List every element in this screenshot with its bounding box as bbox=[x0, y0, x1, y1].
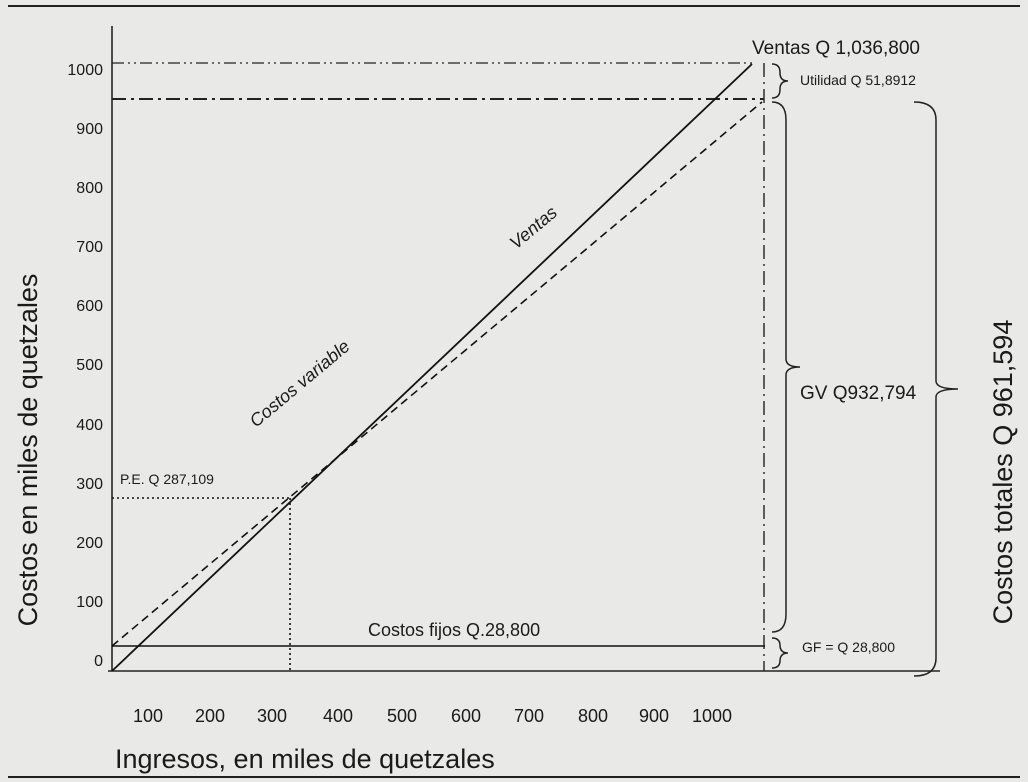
x-tick-label: 1000 bbox=[692, 706, 732, 726]
brace-annotations bbox=[771, 63, 959, 677]
costos-totales-brace bbox=[913, 101, 959, 677]
y-tick-label: 200 bbox=[76, 535, 103, 552]
costos-variables-line bbox=[111, 101, 763, 647]
y-tick-label: 800 bbox=[76, 180, 103, 197]
y-tick-label: 300 bbox=[76, 476, 103, 493]
utilidad-brace bbox=[771, 63, 789, 99]
x-tick-label: 300 bbox=[257, 706, 287, 726]
y-tick-labels: 0 100 200 300 400 500 600 700 800 900 1000 bbox=[67, 62, 103, 670]
x-tick-label: 800 bbox=[578, 706, 608, 726]
gf-brace bbox=[771, 637, 789, 669]
gv-brace bbox=[771, 101, 801, 633]
x-tick-label: 400 bbox=[323, 706, 353, 726]
x-tick-label: 900 bbox=[639, 706, 669, 726]
y-tick-label: 600 bbox=[76, 298, 103, 315]
y-tick-label: 400 bbox=[76, 417, 103, 434]
gv-annotation: GV Q932,794 bbox=[800, 383, 917, 404]
ventas-line-label: Ventas bbox=[506, 202, 561, 253]
gf-annotation: GF = Q 28,800 bbox=[802, 639, 895, 655]
x-axis-title: Ingresos, en miles de quetzales bbox=[115, 744, 495, 774]
y-tick-label: 700 bbox=[76, 239, 103, 256]
costos-fijos-label: Costos fijos Q.28,800 bbox=[368, 620, 540, 640]
costos-variables-line-label: Costos variable bbox=[246, 336, 354, 431]
y-tick-label: 500 bbox=[76, 357, 103, 374]
utilidad-annotation: Utilidad Q 51,8912 bbox=[800, 72, 916, 88]
y-tick-label: 900 bbox=[76, 121, 103, 138]
x-tick-label: 100 bbox=[133, 706, 163, 726]
y-tick-label: 100 bbox=[76, 594, 103, 611]
y-tick-label: 1000 bbox=[67, 62, 103, 79]
ventas-line bbox=[111, 63, 753, 672]
series-lines bbox=[111, 63, 765, 672]
total-costs-label: Costos totales Q 961,594 bbox=[988, 320, 1018, 625]
x-tick-label: 600 bbox=[451, 706, 481, 726]
ventas-annotation: Ventas Q 1,036,800 bbox=[752, 38, 920, 59]
break-even-annotation: P.E. Q 287,109 bbox=[120, 471, 214, 487]
x-tick-label: 700 bbox=[514, 706, 544, 726]
x-tick-labels: 100 200 300 400 500 600 700 800 900 1000 bbox=[133, 706, 732, 726]
y-tick-label: 0 bbox=[94, 653, 103, 670]
x-tick-label: 200 bbox=[195, 706, 225, 726]
y-axis-title: Costos en miles de quetzales bbox=[13, 274, 43, 627]
x-tick-label: 500 bbox=[387, 706, 417, 726]
guide-lines bbox=[112, 62, 765, 671]
